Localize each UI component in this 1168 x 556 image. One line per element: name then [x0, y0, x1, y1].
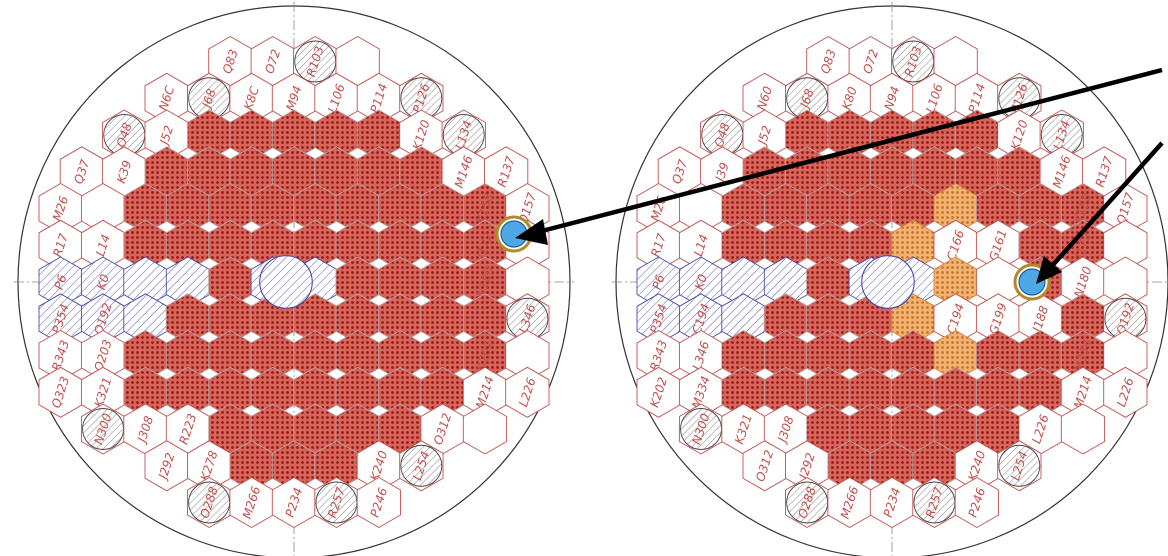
cell-label: K39: [114, 159, 134, 185]
empty-cell: [1103, 256, 1148, 308]
cell-label: J52: [755, 124, 775, 148]
empty-cell: [954, 476, 999, 529]
pointer-arrows: [515, 67, 1164, 284]
cell-label: J68: [797, 87, 817, 111]
cell-label: P6: [52, 272, 70, 291]
cell-label: J39: [712, 161, 732, 185]
cell-label: K0: [94, 272, 112, 291]
arrow-to-left-channel: [537, 67, 1163, 235]
cell-label: L14: [691, 233, 711, 258]
empty-cell: [356, 476, 401, 529]
cell-label: K0: [692, 272, 710, 291]
empty-cell: [505, 329, 550, 382]
arrow-to-right-channel: [1050, 141, 1164, 268]
central-hatched-element: [259, 255, 313, 309]
arrowhead-left: [515, 219, 548, 245]
central-hatched-element: [861, 255, 915, 309]
empty-cell: [462, 403, 508, 455]
empty-cell: [1103, 329, 1148, 382]
empty-cell: [1060, 403, 1106, 455]
cell-label: J52: [157, 124, 177, 148]
empty-cell: [505, 366, 550, 418]
cell-label: J68: [199, 87, 219, 111]
empty-cell: [1103, 366, 1148, 418]
empty-cell: [1103, 219, 1148, 271]
arrowhead-right: [1036, 256, 1062, 284]
empty-cell: [505, 256, 550, 308]
cell-label: K80: [839, 85, 860, 112]
reflector-circle: [400, 444, 443, 487]
cell-label: L14: [93, 233, 113, 258]
reflector-circle: [998, 444, 1041, 487]
cell-label: P6: [650, 272, 668, 291]
